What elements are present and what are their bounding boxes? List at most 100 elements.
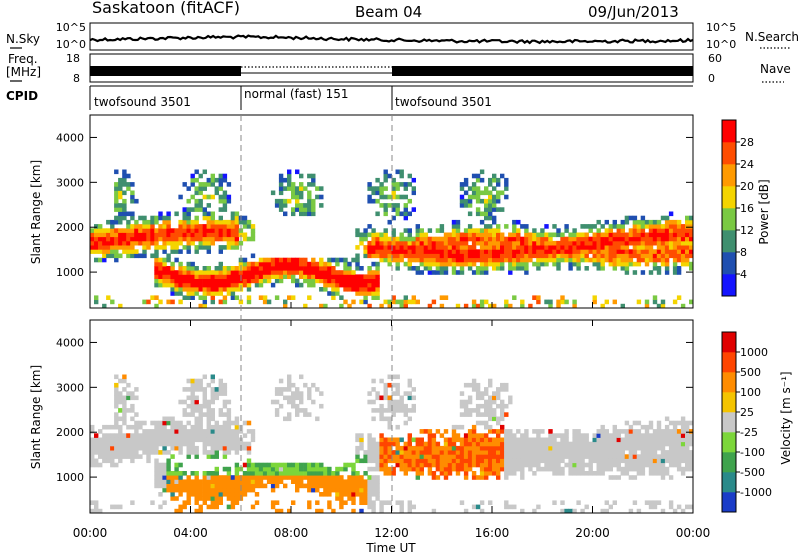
- velocity-cell: [672, 420, 678, 426]
- power-cell: [335, 270, 340, 275]
- power-cell: [291, 194, 296, 200]
- velocity-cell: [311, 479, 316, 484]
- power-cell: [154, 236, 159, 242]
- velocity-cell: [596, 462, 601, 468]
- power-cell: [154, 232, 159, 238]
- power-cell: [387, 253, 392, 259]
- power-cell: [552, 253, 557, 259]
- velocity-cell: [210, 504, 215, 510]
- velocity-cell: [363, 479, 368, 484]
- power-cell: [516, 249, 521, 254]
- velocity-cell: [560, 458, 565, 464]
- power-cell: [226, 228, 232, 233]
- velocity-cell: [528, 437, 533, 443]
- velocity-cell: [628, 429, 634, 434]
- power-cell: [668, 253, 674, 259]
- power-cell: [620, 245, 625, 250]
- power-cell: [588, 228, 593, 233]
- velocity-cell: [234, 496, 240, 501]
- power-cell: [246, 224, 252, 229]
- power-cell: [415, 249, 420, 254]
- velocity-cell: [218, 429, 223, 434]
- power-cell: [648, 245, 654, 250]
- velocity-cell: [391, 399, 396, 405]
- power-cell: [492, 257, 497, 263]
- velocity-cell: [415, 454, 420, 459]
- velocity-cell: [484, 458, 489, 464]
- velocity-cell: [347, 479, 352, 484]
- velocity-cell: [303, 483, 308, 489]
- velocity-cell: [512, 437, 517, 443]
- velocity-cell: [118, 416, 123, 422]
- velocity-cell: [315, 483, 320, 489]
- velocity-cell: [166, 441, 171, 447]
- velocity-cell: [194, 416, 199, 422]
- power-cell: [689, 249, 694, 254]
- power-cell: [632, 249, 638, 254]
- velocity-cell: [154, 441, 159, 447]
- velocity-cell: [620, 466, 625, 472]
- velocity-cell: [411, 454, 416, 459]
- power-cell: [435, 245, 441, 250]
- power-cell: [186, 274, 191, 279]
- power-cell: [431, 249, 437, 254]
- power-cell: [142, 224, 147, 229]
- power-cell: [102, 228, 107, 233]
- power-cell: [504, 253, 509, 259]
- velocity-cell: [568, 466, 573, 472]
- velocity-cell: [451, 462, 457, 468]
- power-cell: [488, 224, 493, 229]
- velocity-cell: [600, 508, 605, 514]
- power-cell: [291, 207, 296, 212]
- velocity-cell: [556, 450, 561, 455]
- power-cell: [592, 299, 597, 305]
- power-cell: [632, 236, 638, 242]
- power-cell: [504, 177, 509, 183]
- velocity-cell: [632, 458, 638, 464]
- velocity-cell: [355, 479, 360, 484]
- velocity-cell: [648, 462, 654, 468]
- power-cell: [516, 245, 521, 250]
- power-cell: [488, 253, 493, 259]
- power-cell: [238, 299, 244, 305]
- power-cell: [560, 295, 565, 300]
- power-cell: [242, 215, 248, 221]
- velocity-cell: [588, 441, 593, 447]
- velocity-cell: [339, 496, 344, 501]
- velocity-cell: [459, 391, 465, 396]
- power-cell: [118, 253, 123, 259]
- velocity-cell: [395, 387, 400, 392]
- velocity-cell: [508, 466, 513, 472]
- power-cell: [311, 203, 316, 208]
- power-cell: [383, 249, 388, 254]
- power-cell: [435, 228, 441, 233]
- velocity-cell: [222, 424, 228, 430]
- power-cell: [475, 249, 481, 254]
- velocity-cell: [660, 466, 666, 472]
- velocity-cell: [198, 429, 203, 434]
- velocity-cell: [138, 437, 143, 443]
- power-cell: [367, 274, 372, 279]
- velocity-cell: [198, 496, 203, 501]
- power-cell: [98, 232, 103, 238]
- power-cell: [283, 203, 288, 208]
- power-cell: [447, 240, 453, 246]
- velocity-cell: [636, 466, 642, 472]
- power-cell: [504, 257, 509, 263]
- power-cell: [572, 253, 577, 259]
- power-cell: [198, 245, 203, 250]
- velocity-cell: [632, 466, 638, 472]
- velocity-cell: [311, 466, 316, 472]
- velocity-cell: [182, 500, 187, 505]
- velocity-cell: [447, 454, 453, 459]
- velocity-cell: [174, 471, 179, 476]
- power-cell: [560, 299, 565, 305]
- velocity-cell: [479, 441, 485, 447]
- power-cell: [122, 177, 127, 183]
- velocity-cell: [648, 454, 654, 459]
- velocity-cell: [230, 479, 236, 484]
- power-cell: [664, 245, 670, 250]
- power-cell: [150, 240, 155, 246]
- power-cell: [335, 287, 340, 292]
- power-cell: [475, 198, 481, 204]
